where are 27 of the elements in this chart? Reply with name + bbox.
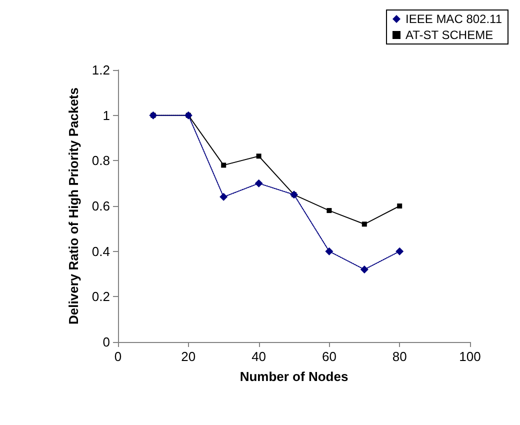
- point: [397, 204, 402, 208]
- point: [396, 247, 404, 256]
- y-tick-label: 0: [102, 334, 110, 350]
- x-tick-label: 0: [114, 349, 122, 364]
- y-axis-title: Delivery Ratio of High Priority Packets: [66, 88, 81, 324]
- x-tick-label: 100: [459, 349, 481, 364]
- point: [254, 179, 263, 188]
- point: [326, 208, 332, 214]
- point: [360, 265, 368, 274]
- x-tick-label: 60: [322, 349, 336, 364]
- x-tick-label: 20: [181, 349, 196, 364]
- point: [325, 247, 334, 256]
- point: [256, 154, 262, 159]
- y-tick-label: 0.8: [92, 153, 110, 168]
- point: [220, 192, 228, 201]
- point: [362, 222, 367, 227]
- x-tick-label: 80: [392, 349, 407, 364]
- x-axis-title: Number of Nodes: [240, 369, 348, 384]
- x-tick-label: 40: [252, 349, 266, 364]
- y-tick-label: 0.2: [92, 289, 110, 304]
- point: [221, 162, 226, 168]
- y-tick-label: 1.2: [92, 62, 110, 78]
- legend-label: AT-ST SCHEME: [406, 28, 494, 42]
- y-tick-label: 0.4: [92, 244, 110, 259]
- y-tick-label: 1: [102, 108, 110, 123]
- y-tick-label: 0.6: [92, 198, 110, 214]
- legend-label: IEEE MAC 802.11: [406, 12, 502, 26]
